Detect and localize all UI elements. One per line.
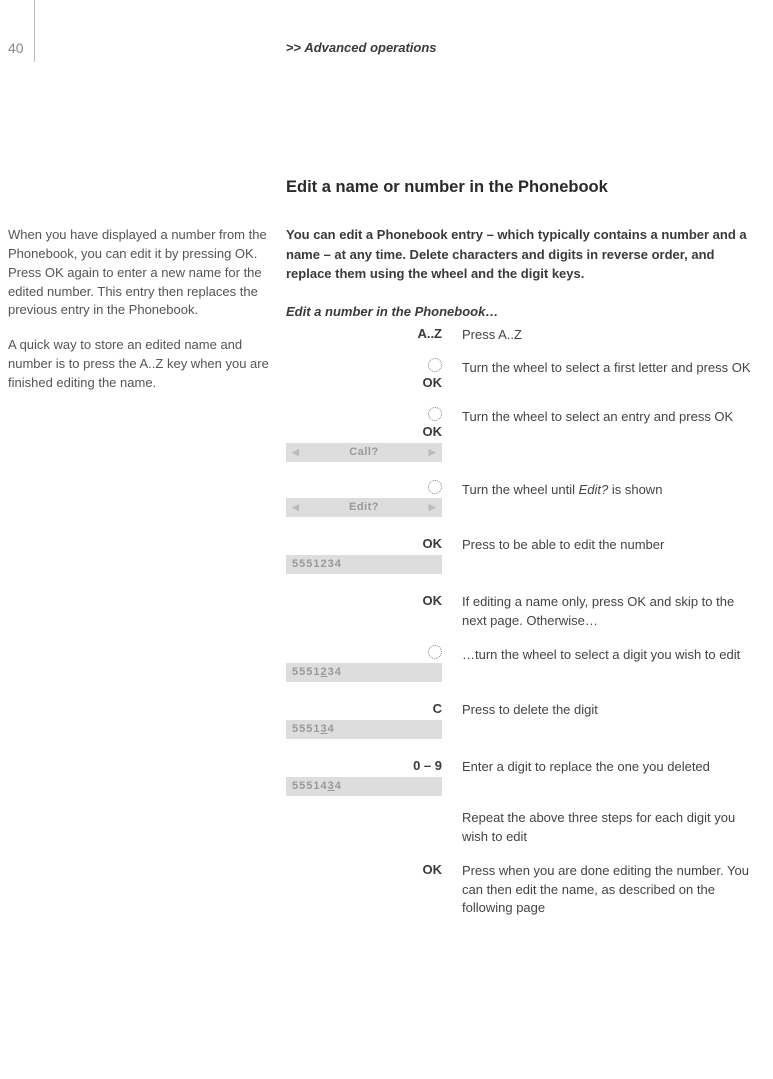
num-underline: 3 <box>328 780 335 792</box>
step-desc: Turn the wheel until Edit? is shown <box>462 480 760 500</box>
step-desc-pre: Turn the wheel until <box>462 482 579 497</box>
step-desc-em: Edit? <box>579 482 609 497</box>
display-number: 555134 <box>292 723 335 735</box>
step-row: OK If editing a name only, press OK and … <box>286 592 760 631</box>
display-number: 5551434 <box>292 780 342 792</box>
step-row: OK 5551234 Press to be able to edit the … <box>286 535 760 574</box>
step-row: C 555134 Press to delete the digit <box>286 700 760 739</box>
section-header: >> Advanced operations <box>286 40 437 55</box>
step-desc: Press A..Z <box>462 325 760 345</box>
key-c: C <box>433 700 442 718</box>
wheel-icon <box>428 358 442 372</box>
num-pre: 5551 <box>292 723 320 735</box>
step-desc: Press to delete the digit <box>462 700 760 720</box>
display-bar-num: 555134 <box>286 720 442 739</box>
step-desc-post: is shown <box>608 482 662 497</box>
key-ok: OK <box>423 861 443 879</box>
wheel-icon <box>428 407 442 421</box>
display-bar-edit: ◀ Edit? ▶ <box>286 498 442 517</box>
key-az: A..Z <box>417 325 442 343</box>
display-bar-num: 5551234 <box>286 663 442 682</box>
wheel-icon <box>428 480 442 494</box>
num-pre: 5551 <box>292 666 320 678</box>
header-text: Advanced operations <box>304 40 436 55</box>
step-desc: Enter a digit to replace the one you del… <box>462 757 760 777</box>
sidebar-note: When you have displayed a number from th… <box>8 226 280 409</box>
step-row: 0 – 9 5551434 Enter a digit to replace t… <box>286 757 760 796</box>
num-post: 4 <box>328 723 335 735</box>
num-underline: 3 <box>320 723 327 735</box>
display-bar-num: 5551234 <box>286 555 442 574</box>
key-digits: 0 – 9 <box>413 757 442 775</box>
step-desc: …turn the wheel to select a digit you wi… <box>462 645 760 665</box>
num-post: 34 <box>328 666 342 678</box>
display-text: Call? <box>349 446 378 458</box>
page-title: Edit a name or number in the Phonebook <box>286 178 760 197</box>
left-tri-icon: ◀ <box>292 502 299 513</box>
num-post: 4 <box>335 780 342 792</box>
key-ok: OK <box>423 535 443 553</box>
top-rule <box>34 0 35 62</box>
step-desc: Press when you are done editing the numb… <box>462 861 760 919</box>
step-desc: Press to be able to edit the number <box>462 535 760 555</box>
num-underline: 2 <box>320 666 327 678</box>
chevron: >> <box>286 40 301 55</box>
step-row: A..Z Press A..Z <box>286 325 760 345</box>
display-text: Edit? <box>349 501 379 513</box>
left-tri-icon: ◀ <box>292 447 299 458</box>
display-bar-call: ◀ Call? ▶ <box>286 443 442 462</box>
display-number: 5551234 <box>292 666 342 678</box>
display-number: 5551234 <box>292 558 342 570</box>
sidebar-p1: When you have displayed a number from th… <box>8 226 280 320</box>
page-number: 40 <box>8 40 24 56</box>
step-row: 5551234 …turn the wheel to select a digi… <box>286 645 760 682</box>
step-row: OK Press when you are done editing the n… <box>286 861 760 919</box>
right-tri-icon: ▶ <box>429 502 436 513</box>
wheel-icon <box>428 645 442 659</box>
intro-text: You can edit a Phonebook entry – which t… <box>286 225 760 284</box>
step-row: Repeat the above three steps for each di… <box>286 808 760 847</box>
step-desc: If editing a name only, press OK and ski… <box>462 592 760 631</box>
steps-list: A..Z Press A..Z OK Turn the wheel to sel… <box>286 325 760 919</box>
main-content: Edit a name or number in the Phonebook Y… <box>286 178 760 922</box>
step-desc: Turn the wheel to select a first letter … <box>462 358 760 378</box>
sub-heading: Edit a number in the Phonebook… <box>286 304 760 319</box>
display-bar-num: 5551434 <box>286 777 442 796</box>
right-tri-icon: ▶ <box>429 447 436 458</box>
step-row: ◀ Edit? ▶ Turn the wheel until Edit? is … <box>286 480 760 517</box>
sidebar-p2: A quick way to store an edited name and … <box>8 336 280 393</box>
step-desc: Repeat the above three steps for each di… <box>462 808 760 847</box>
key-ok: OK <box>423 423 443 441</box>
step-row: OK Turn the wheel to select a first lett… <box>286 358 760 392</box>
key-ok: OK <box>423 592 443 610</box>
num-pre: 55514 <box>292 780 328 792</box>
step-desc: Turn the wheel to select an entry and pr… <box>462 407 760 427</box>
step-row: OK ◀ Call? ▶ Turn the wheel to select an… <box>286 407 760 462</box>
key-ok: OK <box>423 374 443 392</box>
